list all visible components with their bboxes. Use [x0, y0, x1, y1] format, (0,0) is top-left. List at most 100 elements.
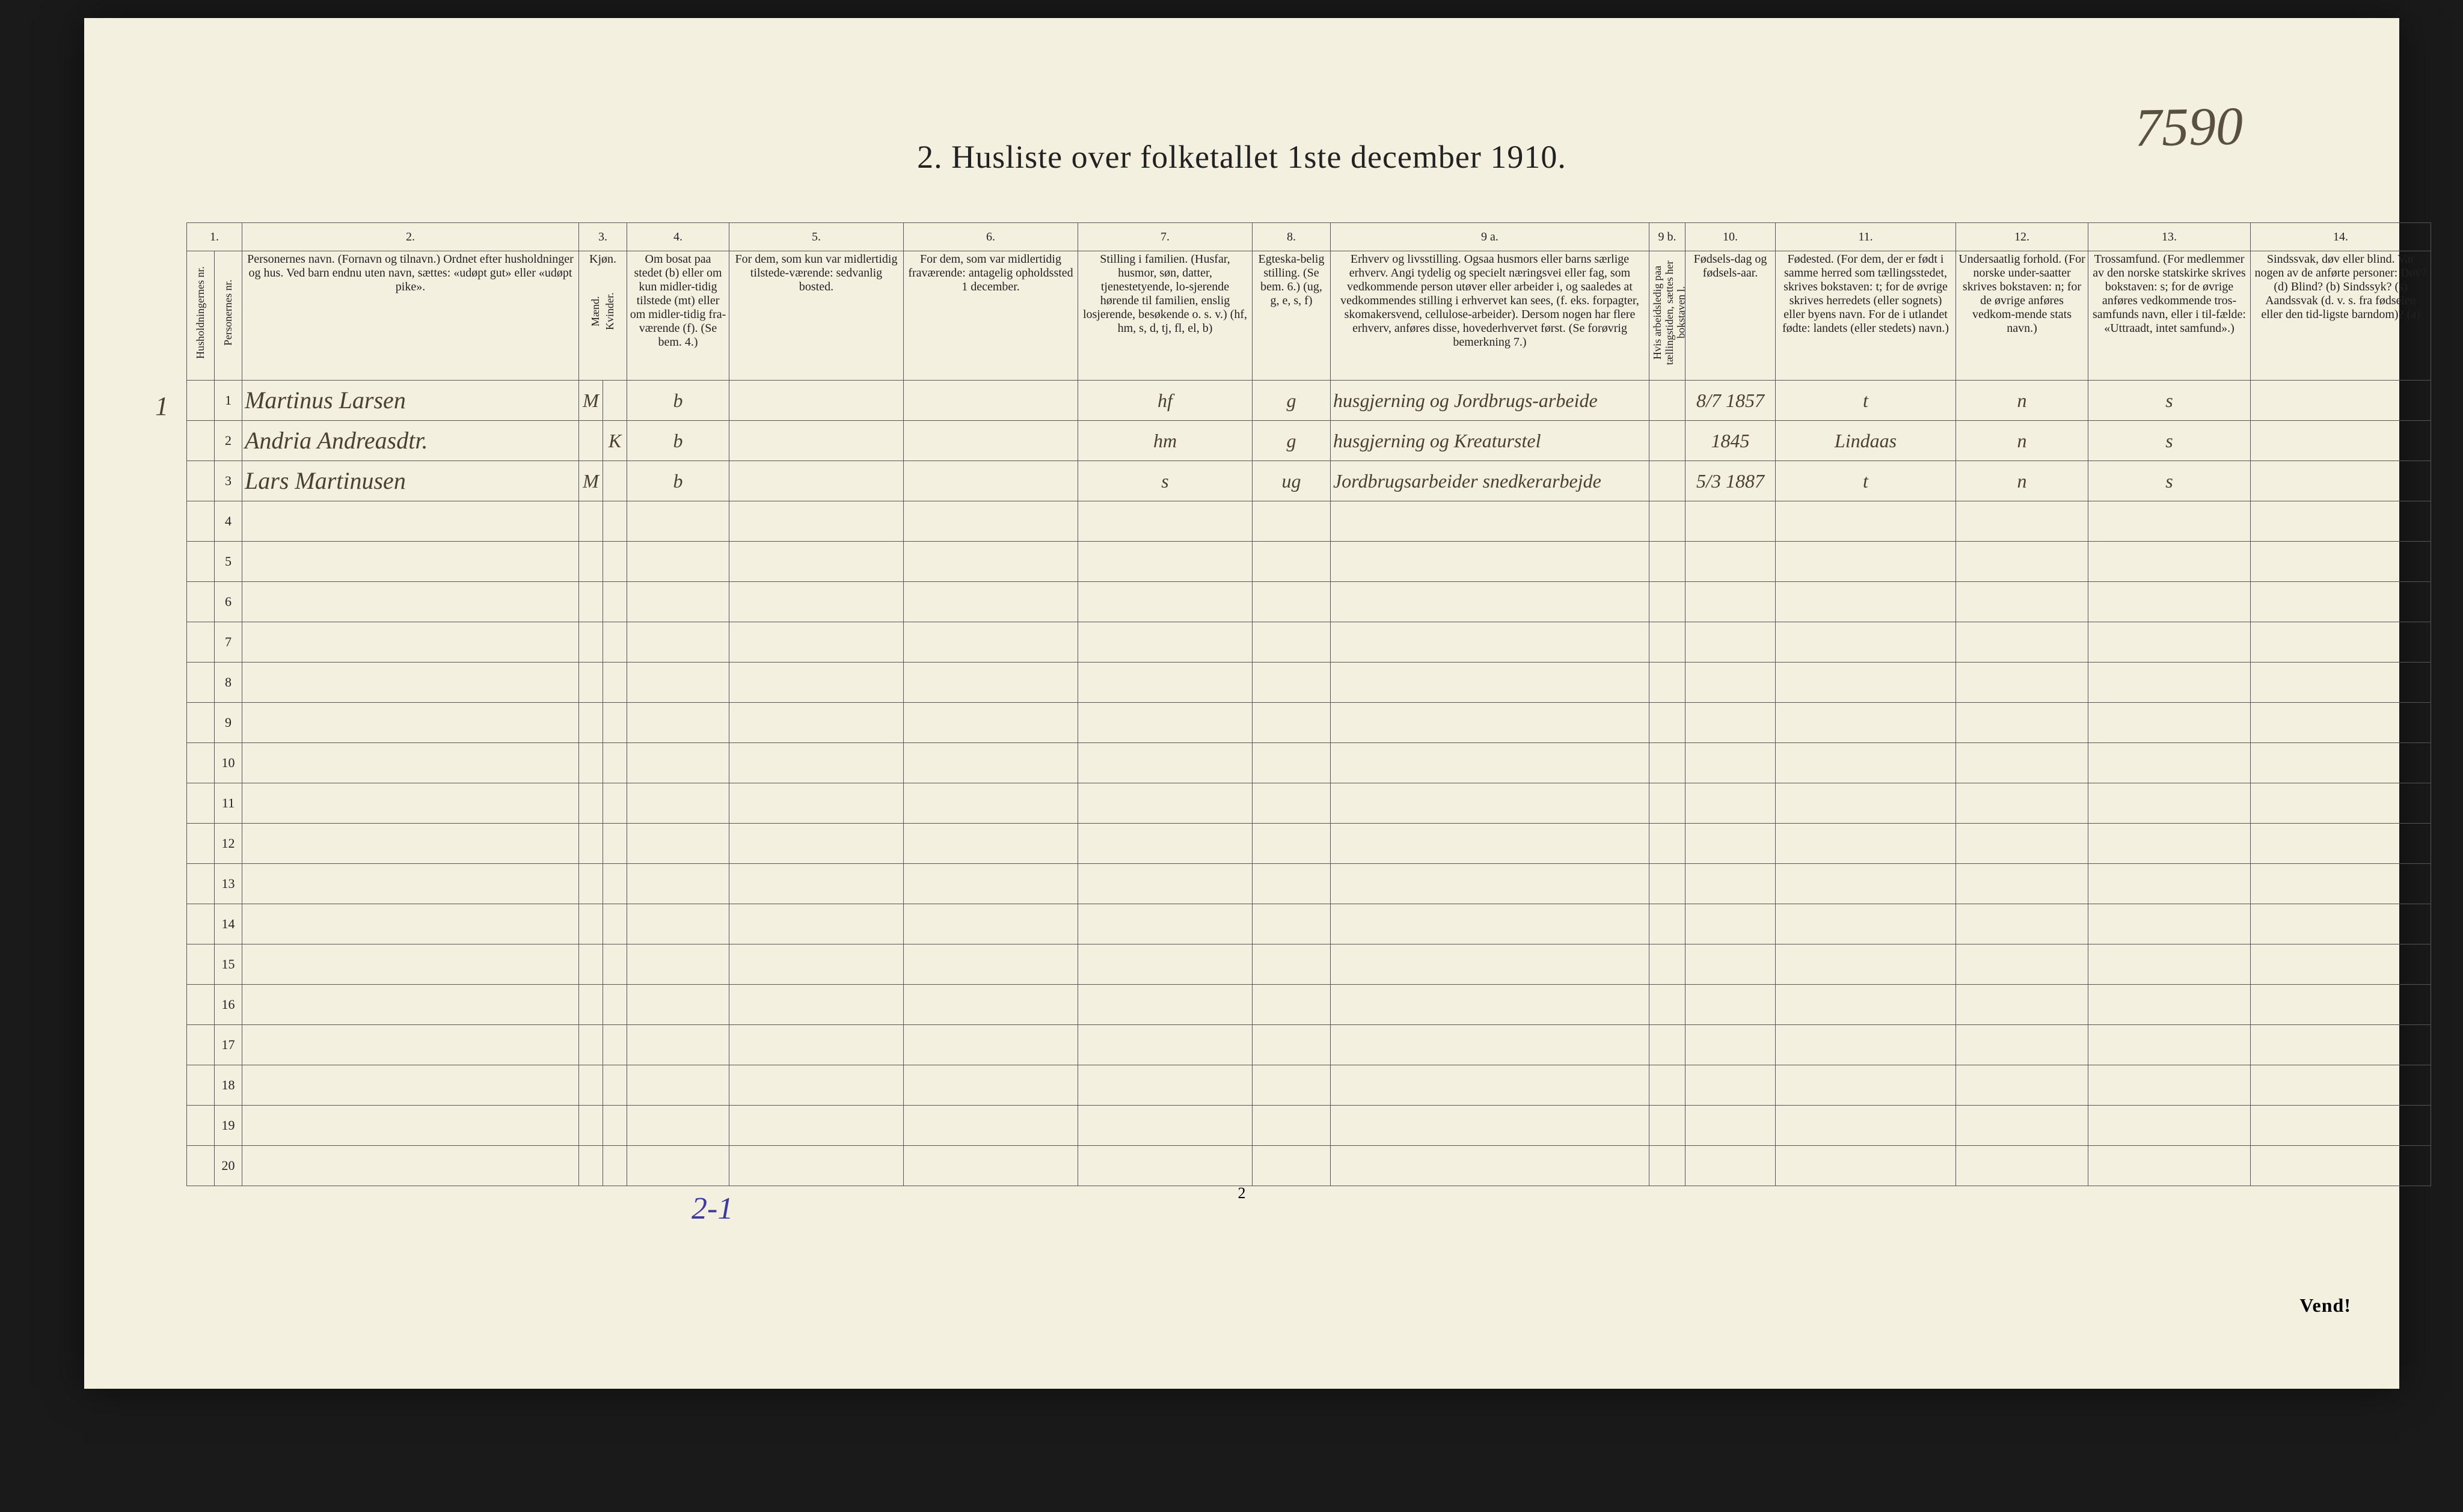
- cell-tros: s: [2088, 421, 2251, 461]
- cell-person-nr: 17: [215, 1025, 242, 1065]
- cell-blank: [1078, 783, 1253, 824]
- cell-blank: [242, 622, 579, 663]
- cell-blank: [1649, 1065, 1685, 1106]
- cell-blank: [1956, 864, 2088, 904]
- hdr-arbeidsledig: Hvis arbeidsledig paa tællingstiden, sæt…: [1649, 251, 1685, 381]
- colnum-8: 8.: [1253, 223, 1331, 251]
- cell-blank: [2088, 582, 2251, 622]
- cell-undersaat: n: [1956, 381, 2088, 421]
- table-row: 2Andria Andreasdtr.Kbhmghusgjerning og K…: [187, 421, 2431, 461]
- cell-fodsel: 8/7 1857: [1685, 381, 1776, 421]
- table-row-blank: 18: [187, 1065, 2431, 1106]
- cell-blank: [904, 1106, 1078, 1146]
- cell-person-nr: 10: [215, 743, 242, 783]
- cell-blank: [1331, 1106, 1649, 1146]
- table-row-blank: 14: [187, 904, 2431, 944]
- cell-hushold: [187, 904, 215, 944]
- cell-blank: [2088, 1106, 2251, 1146]
- cell-blank: [627, 1065, 729, 1106]
- cell-blank: [1253, 985, 1331, 1025]
- cell-blank: [1253, 663, 1331, 703]
- cell-blank: [904, 1065, 1078, 1106]
- cell-fodested: t: [1776, 461, 1956, 501]
- cell-blank: [1253, 864, 1331, 904]
- cell-blank: [579, 944, 603, 985]
- cell-blank: [627, 904, 729, 944]
- cell-arbled: [1649, 461, 1685, 501]
- cell-blank: [1253, 944, 1331, 985]
- cell-hushold: [187, 985, 215, 1025]
- cell-person-nr: 13: [215, 864, 242, 904]
- cell-blank: [729, 944, 904, 985]
- hdr-kjon: Kjøn. Mænd. Kvinder.: [579, 251, 627, 381]
- hdr-sinds: Sindssvak, døv eller blind. Var nogen av…: [2251, 251, 2431, 381]
- cell-egte: g: [1253, 381, 1331, 421]
- cell-person-nr: 3: [215, 461, 242, 501]
- cell-blank: [603, 582, 627, 622]
- cell-blank: [729, 582, 904, 622]
- cell-blank: [1685, 864, 1776, 904]
- cell-blank: [1685, 743, 1776, 783]
- cell-navn: Martinus Larsen: [242, 381, 579, 421]
- colnum-4: 4.: [627, 223, 729, 251]
- cell-blank: [579, 824, 603, 864]
- cell-blank: [1331, 1146, 1649, 1186]
- cell-mand: M: [579, 381, 603, 421]
- cell-hushold: [187, 1146, 215, 1186]
- cell-blank: [2251, 985, 2431, 1025]
- census-page: 2. Husliste over folketallet 1ste decemb…: [84, 18, 2399, 1389]
- cell-stilling: s: [1078, 461, 1253, 501]
- table-row-blank: 10: [187, 743, 2431, 783]
- cell-blank: [242, 1065, 579, 1106]
- cell-blank: [2088, 1065, 2251, 1106]
- colnum-5: 5.: [729, 223, 904, 251]
- hdr-stilling: Stilling i familien. (Husfar, husmor, sø…: [1078, 251, 1253, 381]
- cell-blank: [1649, 703, 1685, 743]
- cell-blank: [2088, 904, 2251, 944]
- column-header-row: Husholdningernes nr. Personernes nr. Per…: [187, 251, 2431, 381]
- cell-blank: [627, 824, 729, 864]
- cell-blank: [627, 944, 729, 985]
- cell-blank: [603, 622, 627, 663]
- cell-midl-til: [729, 381, 904, 421]
- cell-mand: [579, 421, 603, 461]
- cell-blank: [579, 1025, 603, 1065]
- hdr-midl-tilstede: For dem, som kun var midlertidig tilsted…: [729, 251, 904, 381]
- cell-stilling: hm: [1078, 421, 1253, 461]
- colnum-6: 6.: [904, 223, 1078, 251]
- cell-blank: [1649, 1106, 1685, 1146]
- table-row-blank: 7: [187, 622, 2431, 663]
- cell-blank: [1776, 864, 1956, 904]
- cell-blank: [242, 501, 579, 542]
- cell-blank: [1253, 904, 1331, 944]
- cell-blank: [1078, 1065, 1253, 1106]
- cell-blank: [1685, 663, 1776, 703]
- cell-blank: [2251, 783, 2431, 824]
- cell-person-nr: 5: [215, 542, 242, 582]
- colnum-12: 12.: [1956, 223, 2088, 251]
- cell-blank: [627, 703, 729, 743]
- cell-hushold: [187, 944, 215, 985]
- cell-blank: [603, 663, 627, 703]
- cell-blank: [579, 743, 603, 783]
- cell-blank: [242, 703, 579, 743]
- cell-blank: [603, 1065, 627, 1106]
- cell-blank: [904, 1025, 1078, 1065]
- cell-blank: [904, 743, 1078, 783]
- table-row-blank: 4: [187, 501, 2431, 542]
- cell-hushold: [187, 824, 215, 864]
- colnum-14: 14.: [2251, 223, 2431, 251]
- cell-blank: [1685, 1065, 1776, 1106]
- cell-hushold: [187, 461, 215, 501]
- cell-blank: [627, 783, 729, 824]
- table-row-blank: 19: [187, 1106, 2431, 1146]
- cell-blank: [1331, 985, 1649, 1025]
- cell-blank: [1685, 824, 1776, 864]
- cell-navn: Lars Martinusen: [242, 461, 579, 501]
- cell-blank: [242, 582, 579, 622]
- cell-blank: [1078, 743, 1253, 783]
- cell-blank: [1331, 1065, 1649, 1106]
- cell-blank: [1956, 703, 2088, 743]
- cell-midl-fra: [904, 421, 1078, 461]
- cell-blank: [2251, 1106, 2431, 1146]
